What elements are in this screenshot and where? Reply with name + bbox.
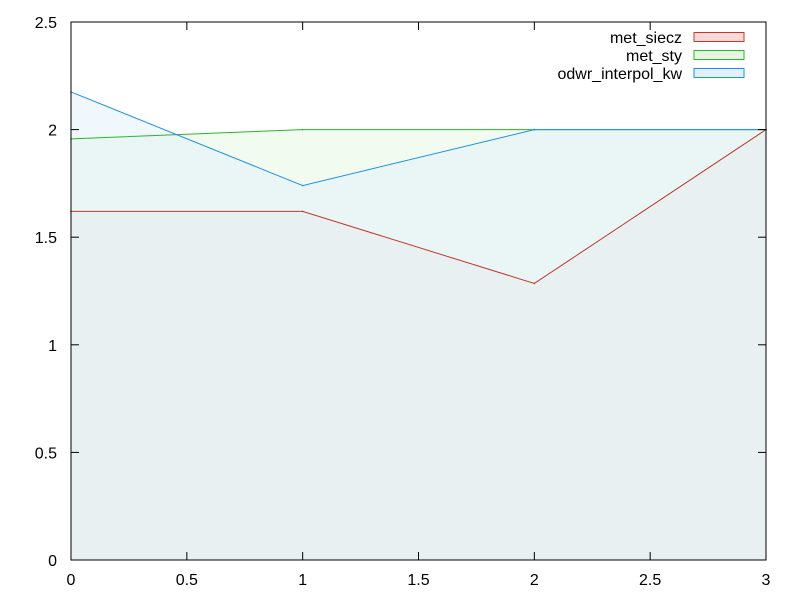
y-tick-label: 1.5 bbox=[35, 230, 57, 247]
x-tick-label: 0.5 bbox=[176, 572, 198, 589]
data-point-met_siecz bbox=[301, 210, 304, 213]
legend-label-met_siecz: met_siecz bbox=[610, 30, 682, 47]
x-tick-label: 3 bbox=[762, 572, 771, 589]
y-tick-label: 2 bbox=[48, 123, 57, 140]
area-fills bbox=[71, 91, 766, 560]
legend-swatch-met_sty bbox=[693, 50, 745, 60]
data-point-odwr_interpol_kw bbox=[301, 184, 304, 187]
legend-label-met_sty: met_sty bbox=[626, 48, 682, 65]
x-axis: 0 0.5 1 1.5 2 2.5 3 bbox=[67, 22, 771, 589]
y-tick-label: 0 bbox=[48, 553, 57, 570]
x-tick-label: 0 bbox=[67, 572, 76, 589]
x-tick-label: 2.5 bbox=[639, 572, 661, 589]
x-tick-label: 1 bbox=[298, 572, 307, 589]
series-line-met_siecz bbox=[71, 129, 767, 285]
y-tick-label: 2.5 bbox=[35, 15, 57, 32]
x-tick-label: 2 bbox=[530, 572, 539, 589]
data-point-odwr_interpol_kw bbox=[533, 128, 536, 131]
y-axis: 0 0.5 1 1.5 2 2.5 bbox=[35, 15, 766, 570]
legend-label-odwr_interpol_kw: odwr_interpol_kw bbox=[557, 66, 682, 83]
area-fill-odwr_interpol_kw bbox=[71, 91, 766, 560]
data-point-met_siecz bbox=[533, 282, 536, 285]
y-tick-label: 1 bbox=[48, 338, 57, 355]
y-tick-label: 0.5 bbox=[35, 445, 57, 462]
data-point-met_sty bbox=[301, 128, 304, 131]
x-tick-label: 1.5 bbox=[407, 572, 429, 589]
legend-swatch-met_siecz bbox=[693, 32, 745, 42]
series-line-odwr_interpol_kw bbox=[70, 91, 766, 187]
legend-swatch-odwr_interpol_kw bbox=[693, 68, 745, 78]
